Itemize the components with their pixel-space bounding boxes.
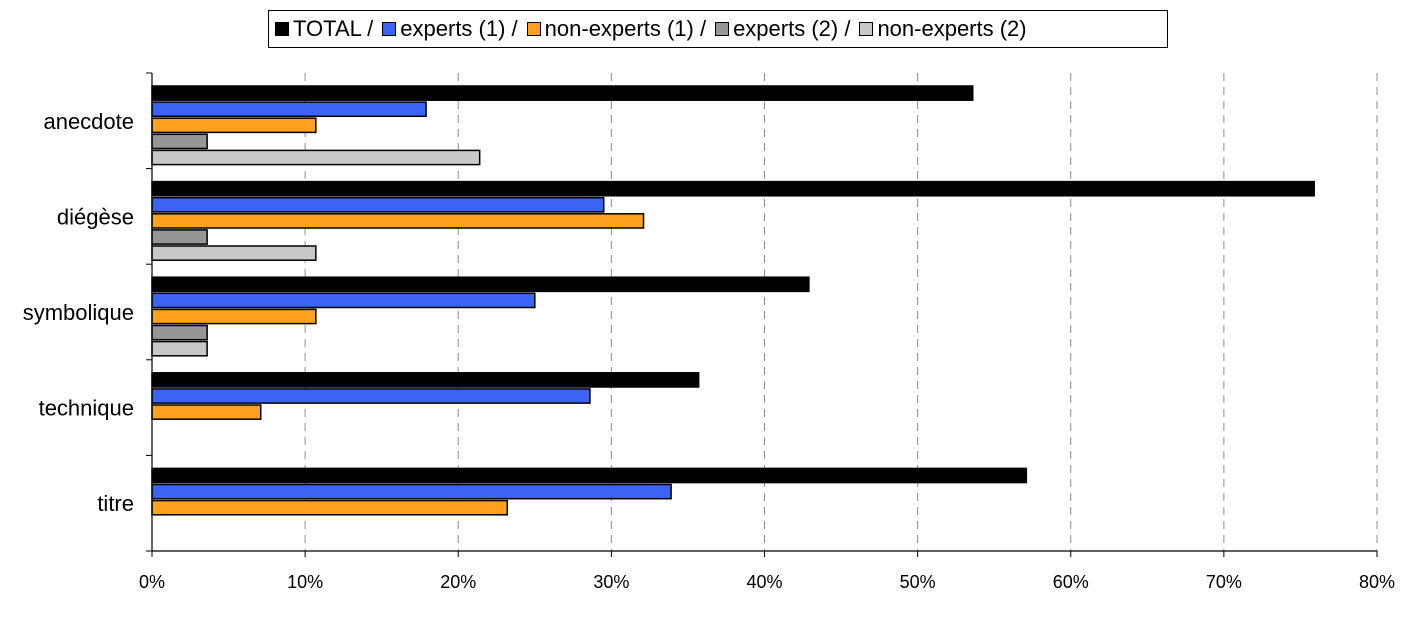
bar	[151, 149, 481, 166]
bar	[151, 229, 208, 245]
bar	[151, 372, 700, 388]
legend-swatch-total	[275, 22, 289, 36]
category-label: technique	[39, 396, 134, 421]
bar	[151, 324, 208, 341]
bars	[151, 85, 1315, 516]
legend-swatch-experts-2	[715, 22, 730, 36]
legend-item-non-experts-2: non-experts (2)	[859, 16, 1027, 41]
bar	[151, 499, 508, 516]
legend-label-non-experts-1: non-experts (1) /	[544, 16, 707, 41]
legend-item-experts-2: experts (2) /	[715, 18, 850, 40]
bar	[151, 213, 645, 229]
bar	[151, 133, 208, 150]
bar	[151, 467, 1028, 484]
chart-legend: TOTAL / experts (1) / non-experts (1) / …	[268, 10, 1168, 48]
x-tick-label: 0%	[139, 572, 165, 592]
category-label: symbolique	[23, 300, 134, 325]
axes	[146, 72, 1378, 557]
bar	[151, 101, 427, 118]
category-label: diégèse	[57, 204, 134, 229]
bar	[151, 292, 536, 309]
bar	[151, 340, 208, 357]
legend-item-non-experts-1: non-experts (1) /	[526, 16, 707, 41]
bar	[151, 483, 672, 500]
bar	[151, 117, 317, 134]
legend-swatch-experts-1	[382, 22, 397, 36]
bar	[151, 388, 591, 404]
x-tick-label: 20%	[440, 572, 476, 592]
bar	[151, 85, 974, 101]
legend-label-experts-2: experts (2) /	[733, 16, 851, 41]
x-tick-label: 70%	[1206, 572, 1242, 592]
x-tick-label: 30%	[593, 572, 629, 592]
legend-swatch-non-experts-1	[526, 22, 541, 36]
x-tick-label: 10%	[287, 572, 323, 592]
category-label: anecdote	[43, 109, 134, 134]
axis-labels: 0% 10% 20% 30% 40% 50% 60% 70% 80% anecdote diégès…	[23, 109, 1395, 592]
bar	[151, 180, 1315, 197]
x-tick-label: 50%	[900, 572, 936, 592]
legend-swatch-non-experts-2	[859, 22, 874, 36]
x-tick-label: 80%	[1359, 572, 1395, 592]
bar	[151, 308, 317, 325]
category-label: titre	[97, 491, 134, 516]
bar	[151, 276, 810, 293]
x-tick-label: 40%	[746, 572, 782, 592]
legend-label-experts-1: experts (1) /	[400, 16, 518, 41]
legend-label-total: TOTAL /	[293, 16, 374, 41]
x-tick-label: 60%	[1053, 572, 1089, 592]
legend-item-total: TOTAL /	[275, 18, 373, 40]
bar	[151, 245, 317, 261]
legend-item-experts-1: experts (1) /	[382, 16, 518, 41]
bar	[151, 404, 262, 420]
legend-label-non-experts-2: non-experts (2)	[877, 16, 1027, 41]
bar	[151, 196, 605, 213]
